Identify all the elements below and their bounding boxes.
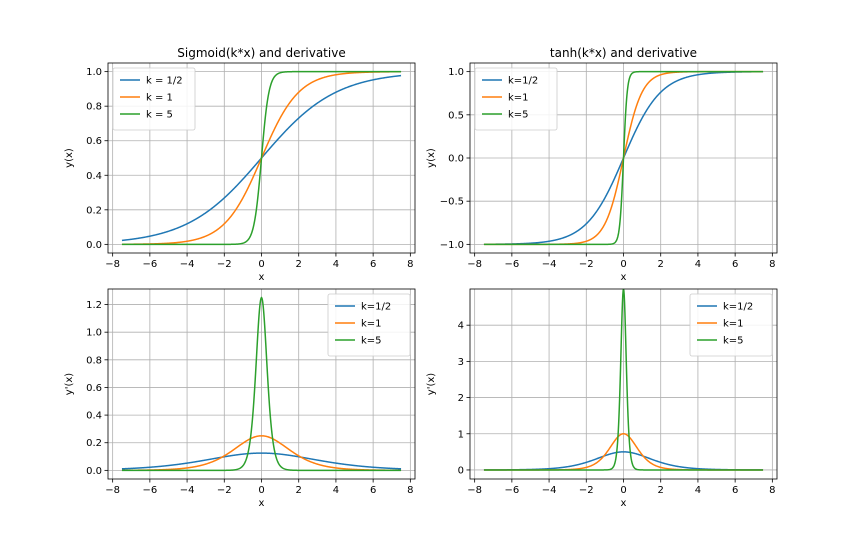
legend-label: k=1/2 <box>723 302 753 313</box>
y-axis-label: y'(x) <box>426 373 437 395</box>
x-tick-label: 4 <box>695 259 701 270</box>
x-tick-label: −8 <box>105 259 120 270</box>
x-tick-label: −8 <box>467 485 482 496</box>
legend-label: k = 5 <box>146 110 173 121</box>
legend-label: k=5 <box>508 110 529 121</box>
x-tick-label: 2 <box>296 485 302 496</box>
series-line-3 <box>121 296 402 472</box>
x-tick-label: 2 <box>658 485 664 496</box>
x-tick-label: 0 <box>258 485 264 496</box>
legend-label: k = 1 <box>146 93 173 104</box>
y-tick-label: 0 <box>458 465 464 476</box>
x-tick-label: 2 <box>296 259 302 270</box>
subplot-4: −8 −6 −4 −2 0 2 4 6 8 0 1 2 3 4 x y'(x) k=1/2 k=1 k=5 <box>426 288 778 509</box>
x-tick-label: 4 <box>333 485 339 496</box>
x-tick-label: 4 <box>333 259 339 270</box>
x-tick-label: 6 <box>732 259 738 270</box>
y-axis-label: y(x) <box>64 148 75 168</box>
y-tick-label: 0.8 <box>86 102 102 113</box>
x-tick-label: 0 <box>258 259 264 270</box>
chart-title: Sigmoid(k*x) and derivative <box>177 46 345 60</box>
legend: k=1/2 k=1 k=5 <box>689 293 773 357</box>
y-tick-label: 0.2 <box>86 205 102 216</box>
y-tick-label: 0.6 <box>86 383 102 394</box>
y-axis-label: y'(x) <box>64 373 75 395</box>
x-axis-label: x <box>259 498 265 509</box>
subplot-3: −8 −6 −4 −2 0 2 4 6 8 0.0 0.2 0.4 0.6 0.8 1.0 1.2 x y'(x)… <box>64 288 416 509</box>
x-tick-label: 8 <box>769 485 775 496</box>
x-tick-label: 0 <box>620 259 626 270</box>
y-tick-label: 1.0 <box>86 67 102 78</box>
x-tick-label: 6 <box>370 259 376 270</box>
x-tick-label: 8 <box>407 485 413 496</box>
legend-label: k=1 <box>723 319 744 330</box>
x-tick-label: −4 <box>180 485 195 496</box>
subplot-1: −8 −6 −4 −2 0 2 4 6 8 0.0 0.2 0.4 0.6 0.8 1.0 x y(x) Sigm… <box>64 46 416 283</box>
y-tick-label: −0.5 <box>440 197 464 208</box>
legend-label: k=1 <box>361 319 382 330</box>
series-line-3 <box>483 289 764 471</box>
y-tick-label: −1.0 <box>440 240 464 251</box>
x-tick-label: −6 <box>504 485 519 496</box>
x-tick-label: −2 <box>217 485 232 496</box>
y-tick-label: 0.5 <box>448 110 464 121</box>
legend: k=1/2 k=1 k=5 <box>327 293 411 357</box>
x-tick-label: −6 <box>142 485 157 496</box>
y-tick-label: 0.0 <box>86 240 102 251</box>
legend-label: k=1 <box>508 93 529 104</box>
legend-label: k = 1/2 <box>146 76 183 87</box>
x-tick-label: −4 <box>542 259 557 270</box>
x-tick-label: −4 <box>180 259 195 270</box>
legend-label: k=5 <box>361 336 382 347</box>
x-tick-label: −6 <box>142 259 157 270</box>
series-line-2 <box>121 435 402 472</box>
y-tick-label: 0.6 <box>86 136 102 147</box>
series-line-3 <box>483 70 764 246</box>
y-tick-label: 0.0 <box>86 466 102 477</box>
x-tick-label: −2 <box>579 259 594 270</box>
legend-label: k=1/2 <box>361 302 391 313</box>
x-tick-label: −8 <box>467 259 482 270</box>
y-axis-label: y(x) <box>426 148 437 168</box>
x-tick-label: 6 <box>370 485 376 496</box>
x-tick-label: 6 <box>732 485 738 496</box>
legend: k=1/2 k=1 k=5 <box>474 67 558 131</box>
x-tick-label: 4 <box>695 485 701 496</box>
subplot-2: −8 −6 −4 −2 0 2 4 6 8 −1.0 −0.5 0.0 0.5 1.0 x y(x) tanh(… <box>426 46 778 283</box>
legend-label: k=1/2 <box>508 76 538 87</box>
x-tick-label: 8 <box>407 259 413 270</box>
y-tick-label: 1.2 <box>86 300 102 311</box>
y-tick-label: 3 <box>458 357 464 368</box>
series-line-1 <box>121 452 402 470</box>
x-axis-label: x <box>621 498 627 509</box>
y-tick-label: 0.2 <box>86 438 102 449</box>
y-tick-label: 0.8 <box>86 355 102 366</box>
x-tick-label: −8 <box>105 485 120 496</box>
x-tick-label: 0 <box>620 485 626 496</box>
x-tick-label: 2 <box>658 259 664 270</box>
x-tick-label: −4 <box>542 485 557 496</box>
y-tick-label: 1.0 <box>86 328 102 339</box>
legend: k = 1/2 k = 1 k = 5 <box>112 67 196 131</box>
y-tick-label: 0.4 <box>86 411 102 422</box>
y-tick-label: 0.4 <box>86 171 102 182</box>
x-axis-label: x <box>621 272 627 283</box>
x-tick-label: −2 <box>217 259 232 270</box>
chart-title: tanh(k*x) and derivative <box>550 46 697 60</box>
y-tick-label: 4 <box>458 321 464 332</box>
x-tick-label: −6 <box>504 259 519 270</box>
x-tick-label: −2 <box>579 485 594 496</box>
y-tick-label: 2 <box>458 393 464 404</box>
x-tick-label: 8 <box>769 259 775 270</box>
y-tick-label: 1 <box>458 429 464 440</box>
legend-label: k=5 <box>723 336 744 347</box>
y-tick-label: 0.0 <box>448 154 464 165</box>
y-tick-label: 1.0 <box>448 67 464 78</box>
x-axis-label: x <box>259 272 265 283</box>
series-line-3 <box>121 70 402 246</box>
